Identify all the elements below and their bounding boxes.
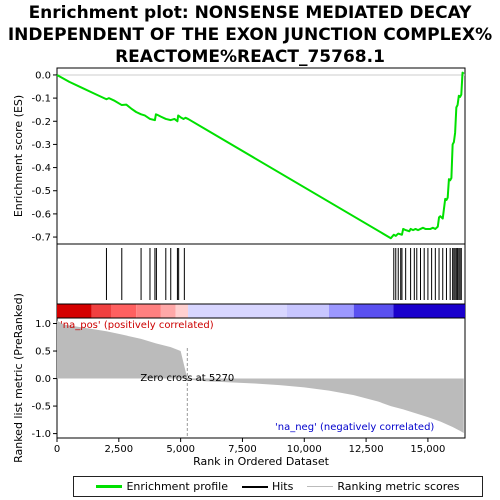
ranking-color-bar — [57, 304, 465, 318]
color-bar-segment — [57, 304, 92, 318]
x-tick-label: 5,000 — [166, 444, 195, 455]
color-bar-segment — [286, 304, 329, 318]
color-bar-segment — [91, 304, 112, 318]
es-profile-layer — [56, 71, 465, 240]
color-bar-segment — [329, 304, 354, 318]
es-tick-label: -0.6 — [31, 209, 51, 220]
color-bar-segment — [353, 304, 394, 318]
color-bar-segment — [175, 304, 189, 318]
metric-tick-label: 0.0 — [35, 374, 51, 385]
title-line-1: Enrichment plot: NONSENSE MEDIATED DECAY — [29, 3, 473, 23]
es-tick-label: -0.5 — [31, 186, 51, 197]
es-axis-label: Enrichment score (ES) — [12, 95, 25, 217]
es-panel-frame — [56, 67, 466, 245]
x-tick-label: 12,500 — [349, 444, 384, 455]
metric-tick-label: -1.0 — [31, 429, 51, 440]
x-axis: 0 2,500 5,000 7,500 10,000 12,500 15,000 — [54, 438, 445, 455]
x-tick-label: 15,000 — [410, 444, 445, 455]
title-line-2: INDEPENDENT OF THE EXON JUNCTION COMPLEX… — [8, 25, 492, 45]
es-tick-label: -0.7 — [31, 233, 51, 244]
color-bar-segment — [188, 304, 287, 318]
es-tick-label: -0.2 — [31, 117, 51, 128]
metric-axis: 1.0 0.5 0.0 -0.5 -1.0 — [31, 319, 57, 440]
x-tick-label: 7,500 — [228, 444, 257, 455]
es-tick-label: -0.3 — [31, 140, 51, 151]
legend: Enrichment profile Hits Ranking metric s… — [73, 476, 483, 497]
es-profile-line — [56, 71, 465, 240]
legend-label-hits: Hits — [271, 480, 294, 493]
legend-item-enrichment-profile: Enrichment profile — [96, 480, 228, 493]
legend-swatch-es — [96, 485, 123, 488]
color-bar-segment — [136, 304, 161, 318]
legend-item-hits: Hits — [241, 480, 294, 493]
metric-tick-label: 1.0 — [35, 319, 51, 330]
es-axis: 0.0 -0.1 -0.2 -0.3 -0.4 -0.5 -0.6 -0.7 — [31, 70, 465, 244]
x-tick-label: 10,000 — [287, 444, 322, 455]
zero-cross-label: Zero cross at 5270 — [140, 373, 234, 384]
title-line-3: REACTOME%REACT_75768.1 — [115, 47, 385, 67]
legend-swatch-metric — [307, 486, 334, 487]
x-tick-label: 2,500 — [104, 444, 133, 455]
metric-axis-label: Ranked list metric (PreRanked) — [12, 293, 25, 463]
hits-panel-frame — [56, 243, 466, 305]
metric-tick-label: -0.5 — [31, 402, 51, 413]
hits-layer — [105, 248, 462, 300]
neg-correlated-label: 'na_neg' (negatively correlated) — [275, 422, 434, 433]
metric-area — [57, 320, 464, 434]
legend-item-ranking-metric: Ranking metric scores — [307, 480, 460, 493]
color-bar-segment — [111, 304, 137, 318]
color-bar-segment — [393, 304, 465, 318]
es-tick-label: -0.4 — [31, 163, 51, 174]
metric-area-fill — [57, 320, 464, 434]
legend-swatch-hits — [241, 485, 268, 488]
x-tick-label: 0 — [54, 444, 60, 455]
es-tick-label: -0.1 — [31, 94, 51, 105]
es-tick-label: 0.0 — [35, 70, 51, 81]
legend-label-ranking-metric: Ranking metric scores — [337, 480, 460, 493]
pos-correlated-label: 'na_pos' (positively correlated) — [60, 320, 214, 331]
metric-tick-label: 0.5 — [35, 347, 51, 358]
color-bar-segment — [160, 304, 176, 318]
x-axis-label: Rank in Ordered Dataset — [193, 455, 330, 468]
legend-label-enrichment-profile: Enrichment profile — [126, 480, 228, 493]
